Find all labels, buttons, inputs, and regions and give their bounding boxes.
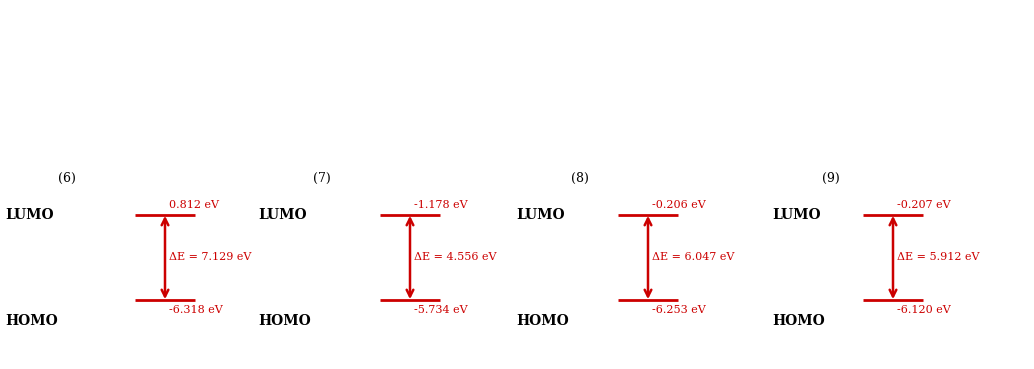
- Text: LUMO: LUMO: [516, 208, 565, 222]
- Text: LUMO: LUMO: [5, 208, 54, 222]
- Text: ΔE = 5.912 eV: ΔE = 5.912 eV: [898, 252, 979, 262]
- Text: HOMO: HOMO: [516, 314, 569, 328]
- Text: LUMO: LUMO: [258, 208, 307, 222]
- Text: (6): (6): [58, 172, 75, 184]
- Text: ΔE = 6.047 eV: ΔE = 6.047 eV: [652, 252, 734, 262]
- Text: -0.207 eV: -0.207 eV: [898, 200, 950, 210]
- Text: (7): (7): [313, 172, 331, 184]
- Text: ΔE = 4.556 eV: ΔE = 4.556 eV: [414, 252, 496, 262]
- Text: (9): (9): [822, 172, 840, 184]
- Text: -0.206 eV: -0.206 eV: [652, 200, 706, 210]
- Text: 0.812 eV: 0.812 eV: [169, 200, 219, 210]
- Text: LUMO: LUMO: [772, 208, 821, 222]
- Text: -5.734 eV: -5.734 eV: [414, 305, 467, 315]
- Text: -1.178 eV: -1.178 eV: [414, 200, 467, 210]
- Text: HOMO: HOMO: [258, 314, 311, 328]
- Text: HOMO: HOMO: [5, 314, 58, 328]
- Text: HOMO: HOMO: [772, 314, 825, 328]
- Text: ΔE = 7.129 eV: ΔE = 7.129 eV: [169, 252, 251, 262]
- Text: (8): (8): [571, 172, 589, 184]
- Text: -6.120 eV: -6.120 eV: [898, 305, 950, 315]
- Text: -6.253 eV: -6.253 eV: [652, 305, 706, 315]
- Text: -6.318 eV: -6.318 eV: [169, 305, 222, 315]
